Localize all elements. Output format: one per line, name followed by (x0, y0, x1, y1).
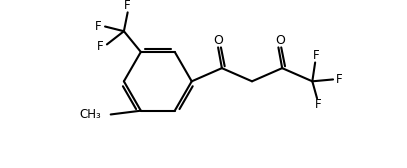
Text: F: F (336, 73, 343, 86)
Text: F: F (313, 49, 319, 62)
Text: O: O (276, 34, 285, 47)
Text: F: F (95, 20, 102, 33)
Text: O: O (213, 34, 223, 47)
Text: F: F (97, 40, 104, 53)
Text: F: F (125, 0, 131, 12)
Text: CH₃: CH₃ (79, 108, 101, 121)
Text: F: F (315, 98, 321, 111)
